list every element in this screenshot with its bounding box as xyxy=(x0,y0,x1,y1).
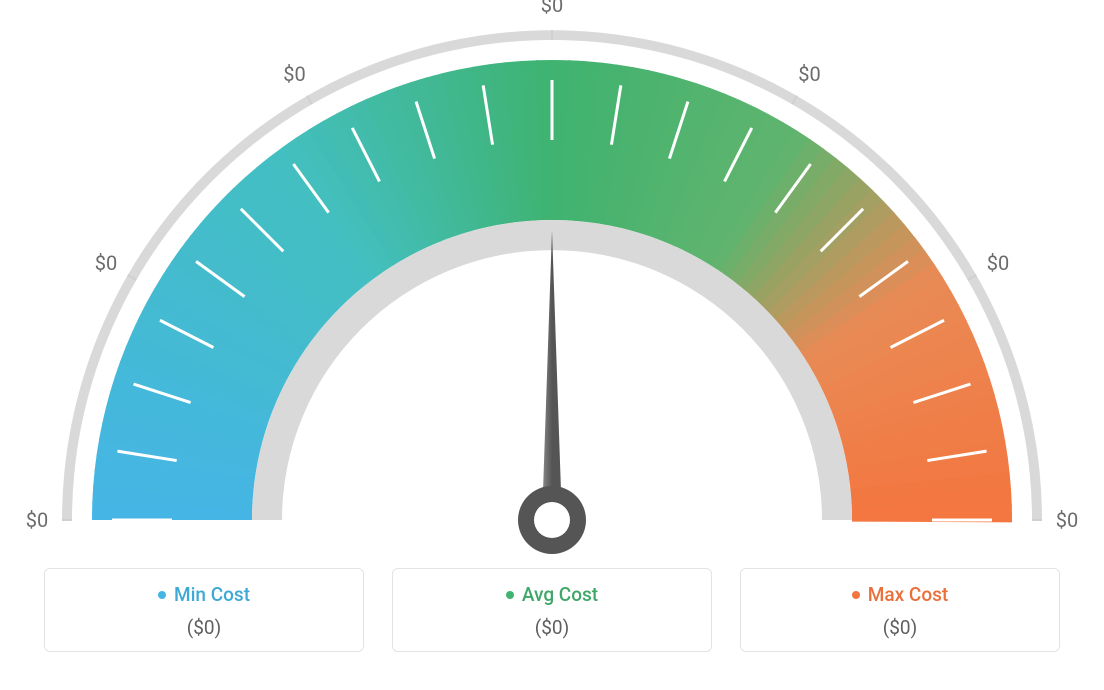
gauge-tick-label: $0 xyxy=(283,62,305,86)
legend-label-max: Max Cost xyxy=(868,583,948,606)
gauge-tick-label: $0 xyxy=(95,251,117,275)
gauge-tick-label: $0 xyxy=(26,508,48,532)
legend-title-min: Min Cost xyxy=(158,583,250,606)
gauge-chart: $0 $0 $0 $0 $0 $0 $0 xyxy=(0,0,1104,560)
gauge-tick-label: $0 xyxy=(541,0,563,17)
legend-value-max: ($0) xyxy=(751,616,1049,639)
legend-card-min: Min Cost ($0) xyxy=(44,568,364,652)
gauge-svg xyxy=(0,0,1104,560)
legend-card-avg: Avg Cost ($0) xyxy=(392,568,712,652)
legend-dot-min xyxy=(158,591,166,599)
legend-card-max: Max Cost ($0) xyxy=(740,568,1060,652)
legend-label-avg: Avg Cost xyxy=(522,583,598,606)
legend-label-min: Min Cost xyxy=(174,583,250,606)
legend-value-min: ($0) xyxy=(55,616,353,639)
legend-value-avg: ($0) xyxy=(403,616,701,639)
gauge-tick-label: $0 xyxy=(1056,508,1078,532)
legend-title-max: Max Cost xyxy=(852,583,948,606)
legend-dot-max xyxy=(852,591,860,599)
legend-row: Min Cost ($0) Avg Cost ($0) Max Cost ($0… xyxy=(0,568,1104,652)
legend-title-avg: Avg Cost xyxy=(506,583,598,606)
legend-dot-avg xyxy=(506,591,514,599)
gauge-tick-label: $0 xyxy=(987,251,1009,275)
gauge-tick-label: $0 xyxy=(798,62,820,86)
